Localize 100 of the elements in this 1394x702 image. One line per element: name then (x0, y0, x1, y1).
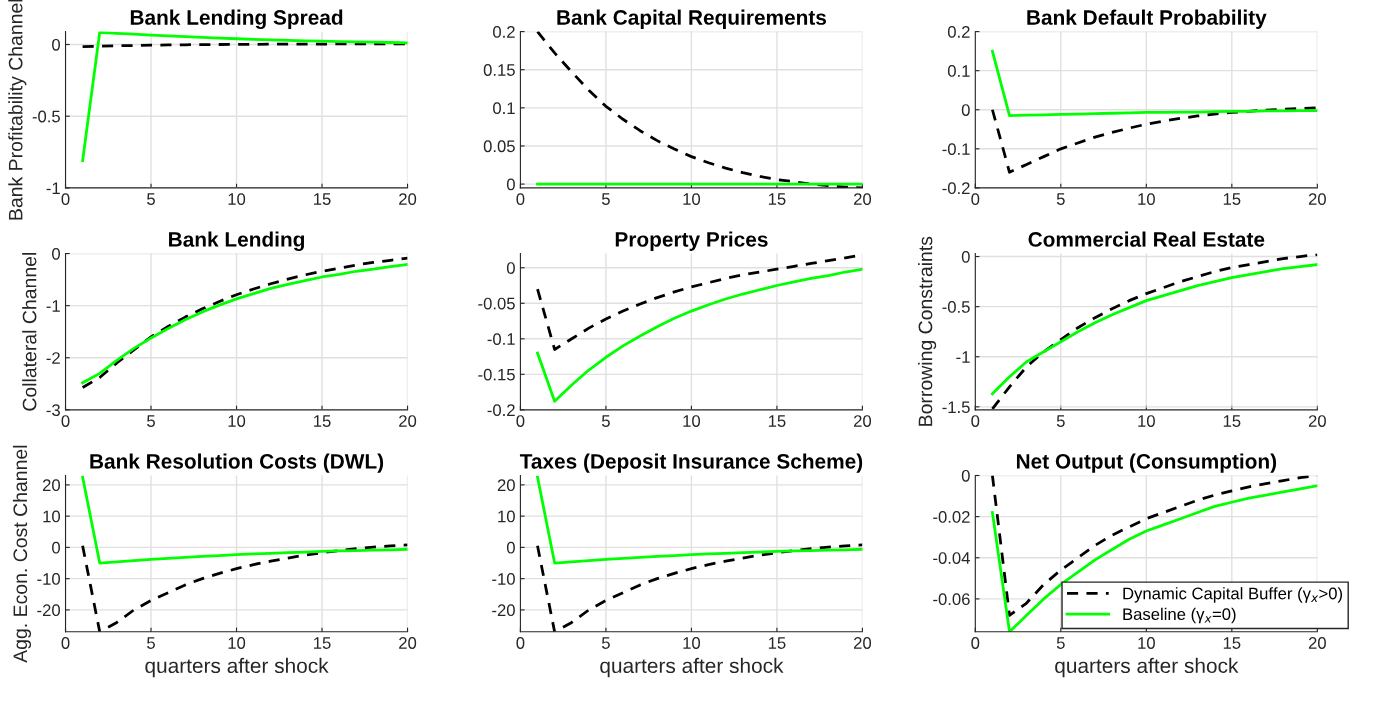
x-tick-label: 15 (768, 415, 786, 427)
y-tick-label: 0.2 (947, 25, 970, 38)
chart-title: Bank Resolution Costs (DWL) (90, 453, 384, 473)
chart-title: Taxes (Deposit Insurance Scheme) (519, 453, 863, 473)
x-tick-label: 5 (147, 193, 155, 205)
x-tick-label: 0 (516, 193, 525, 205)
y-axis-title: Collateral Channel (22, 253, 37, 411)
y-tick-label: 10 (498, 510, 515, 523)
y-tick-label: -10 (492, 573, 515, 585)
line-series (991, 253, 1318, 410)
x-tick-label: 20 (399, 193, 417, 205)
x-tick-label: 20 (1308, 415, 1326, 427)
y-tick-label: -0.5 (32, 110, 60, 123)
y-tick-label: -0.1 (487, 333, 515, 345)
x-tick-label: 20 (399, 637, 417, 649)
x-tick-label: 0 (61, 415, 70, 427)
x-tick-label: 10 (1138, 637, 1155, 649)
x-tick-label: 15 (1223, 193, 1241, 205)
line-series (991, 263, 1318, 396)
y-tick-label: 20 (42, 479, 61, 492)
x-axis-title: quarters after shock (145, 657, 329, 678)
x-tick-label: 5 (147, 415, 155, 427)
y-tick-label: 0 (52, 247, 61, 260)
y-tick-label: 10 (43, 510, 61, 523)
y-tick-label: -2 (46, 352, 60, 364)
y-tick-label: -1 (46, 300, 60, 312)
x-tick-label: 0 (61, 193, 70, 205)
y-tick-label: 0 (961, 469, 970, 482)
y-axis-title: Agg. Econ. Cost Channel (12, 445, 32, 663)
x-tick-label: 0 (971, 415, 980, 427)
x-tick-label: 10 (228, 415, 246, 427)
y-tick-label: 0 (506, 262, 515, 274)
x-tick-label: 10 (683, 193, 701, 205)
x-tick-label: 15 (314, 637, 331, 649)
x-tick-label: 5 (1056, 637, 1065, 649)
y-tick-label: -0.1 (942, 143, 970, 156)
y-tick-label: -0.02 (933, 511, 970, 523)
y-tick-label: -0.04 (933, 552, 970, 564)
y-axis-title: Borrowing Constraints (918, 236, 937, 426)
y-tick-label: 0.1 (947, 65, 970, 77)
line-series (536, 475, 863, 565)
line-series (536, 543, 863, 632)
chart-title: Commercial Real Estate (1028, 231, 1265, 247)
y-tick-label: -0.2 (487, 404, 515, 417)
y-tick-label: 0 (506, 178, 515, 191)
chart-title: Bank Capital Requirements (557, 9, 827, 29)
legend-label: Baseline (γ$_{x}$=0) (1123, 607, 1236, 624)
x-tick-label: 0 (516, 637, 525, 649)
y-tick-label: -3 (46, 404, 60, 417)
x-tick-label: 0 (516, 415, 525, 427)
x-tick-label: 0 (61, 637, 70, 649)
y-tick-label: 0.15 (483, 64, 515, 76)
x-tick-label: 5 (601, 193, 610, 205)
line-series (991, 106, 1318, 174)
x-tick-label: 20 (399, 415, 417, 427)
x-tick-label: 10 (1138, 193, 1155, 205)
y-tick-label: 0 (506, 541, 515, 554)
x-tick-label: 15 (314, 193, 331, 205)
x-tick-label: 20 (1308, 193, 1326, 205)
x-tick-label: 10 (683, 637, 701, 649)
line-series (81, 31, 408, 163)
x-tick-label: 15 (768, 193, 786, 205)
chart-title: Bank Default Probability (1027, 9, 1267, 29)
x-tick-label: 10 (228, 637, 246, 649)
line-series (991, 49, 1318, 117)
y-tick-label: 0 (52, 541, 61, 554)
x-tick-label: 15 (1223, 415, 1241, 427)
y-tick-label: -0.15 (478, 368, 515, 381)
y-tick-label: 20 (497, 479, 515, 492)
legend-label: Dynamic Capital Buffer (γ$_{x}$>0) (1123, 587, 1343, 603)
y-tick-label: 0 (961, 104, 970, 116)
x-tick-label: 5 (147, 637, 155, 649)
y-tick-label: -0.05 (478, 297, 515, 310)
x-tick-label: 10 (1138, 415, 1155, 427)
x-tick-label: 20 (854, 193, 872, 205)
x-tick-label: 15 (314, 415, 331, 427)
y-tick-label: -0.5 (942, 301, 970, 313)
y-tick-label: -10 (37, 573, 61, 585)
y-tick-label: -1 (46, 182, 60, 194)
y-tick-label: -1.5 (942, 401, 970, 414)
line-series (991, 484, 1318, 632)
line-series (536, 31, 863, 188)
y-tick-label: 0 (961, 250, 970, 263)
y-tick-label: -20 (37, 604, 61, 617)
x-tick-label: 10 (228, 193, 246, 205)
x-tick-label: 15 (768, 637, 786, 649)
y-tick-label: 0.1 (493, 102, 515, 115)
chart-title: Net Output (Consumption) (1016, 453, 1277, 473)
y-tick-label: 0.2 (493, 25, 515, 38)
x-tick-label: 5 (601, 637, 610, 649)
y-tick-label: -20 (492, 604, 515, 617)
y-axis-title: Bank Profitability Channel (8, 0, 27, 220)
x-tick-label: 5 (1056, 193, 1065, 205)
x-tick-label: 20 (854, 637, 872, 649)
x-tick-label: 10 (683, 415, 701, 427)
x-axis-title: quarters after shock (600, 657, 784, 678)
x-tick-label: 5 (1056, 415, 1065, 427)
x-tick-label: 20 (854, 415, 872, 427)
y-tick-label: -0.2 (942, 182, 970, 195)
x-tick-label: 0 (971, 637, 980, 649)
